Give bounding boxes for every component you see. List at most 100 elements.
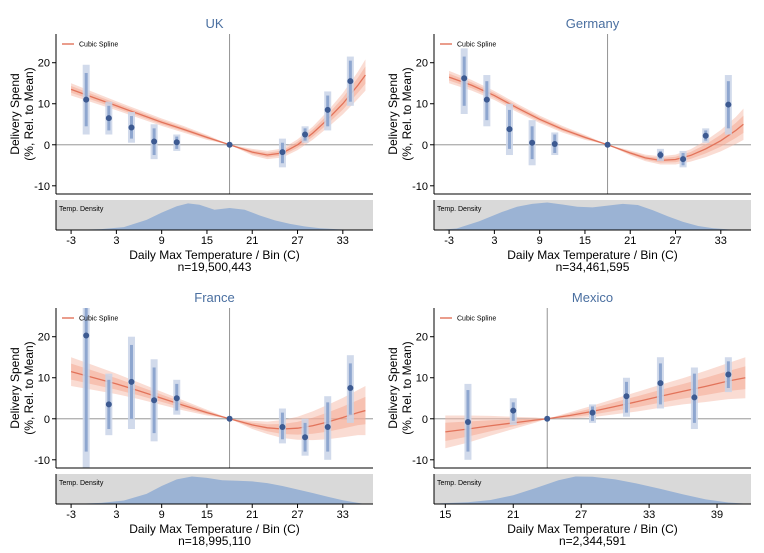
y-tick-label: 0 — [44, 414, 50, 426]
x-tick-label: 33 — [643, 509, 655, 521]
spline-band-inner — [449, 73, 744, 163]
x-tick-label: 27 — [669, 235, 681, 247]
x-tick-label: 15 — [201, 235, 213, 247]
panel-mexico: Mexico Delivery Spend (%, Rel. to Mean) -10… — [386, 290, 751, 548]
y-axis-label: Delivery Spend (%, Rel. to Mean) — [8, 341, 36, 434]
data-point — [725, 101, 732, 108]
y-tick-label: 20 — [38, 332, 50, 344]
x-tick-label: 15 — [579, 235, 591, 247]
x-axis-label: Daily Max Temperature / Bin (C) — [507, 522, 678, 536]
data-point — [83, 332, 90, 339]
x-tick-label: 33 — [337, 235, 349, 247]
data-point — [657, 152, 664, 159]
panel-uk: UK Delivery Spend (%, Rel. to Mean) -10 0 10 2… — [8, 16, 373, 274]
panel-title: UK — [205, 16, 223, 31]
legend-label: Cubic Spline — [79, 42, 118, 49]
x-tick-label: 3 — [113, 235, 119, 247]
data-point — [105, 401, 112, 408]
y-label-line2: (%, Rel. to Mean) — [400, 67, 414, 160]
sample-size-label: n=19,500,443 — [178, 260, 252, 274]
y-tick-label: 0 — [422, 140, 428, 152]
data-point — [589, 409, 596, 416]
y-label-line2: (%, Rel. to Mean) — [22, 67, 36, 160]
y-axis-label: Delivery Spend (%, Rel. to Mean) — [8, 67, 36, 160]
data-point — [279, 423, 286, 430]
data-point — [173, 395, 180, 402]
y-tick-label: -10 — [412, 455, 428, 467]
data-point — [725, 371, 732, 378]
data-point — [702, 132, 709, 139]
panel-germany: Germany Delivery Spend (%, Rel. to Mean) -1… — [386, 16, 751, 274]
y-tick-label: 20 — [416, 332, 428, 344]
spline-band-outer — [71, 357, 366, 441]
y-tick-label: -10 — [412, 181, 428, 193]
spline-band-inner — [71, 66, 366, 158]
sample-size-label: n=2,344,591 — [559, 534, 626, 548]
y-tick-label: -10 — [34, 455, 50, 467]
x-tick-label: 3 — [113, 509, 119, 521]
data-point — [680, 156, 687, 163]
data-point — [483, 96, 490, 103]
data-point — [302, 434, 309, 441]
data-point — [226, 415, 233, 422]
x-tick-label: 39 — [711, 509, 723, 521]
x-tick-label: 21 — [246, 509, 258, 521]
x-tick-label: 9 — [159, 509, 165, 521]
y-tick-label: 0 — [422, 414, 428, 426]
x-axis-label: Daily Max Temperature / Bin (C) — [507, 248, 678, 262]
spline-band-outer — [445, 357, 746, 449]
data-point — [226, 141, 233, 148]
data-point — [691, 394, 698, 401]
spline-line — [70, 74, 366, 156]
x-tick-label: 27 — [291, 509, 303, 521]
data-point — [623, 393, 630, 400]
x-tick-label: 21 — [246, 235, 258, 247]
panel-title: Mexico — [572, 290, 613, 305]
x-tick-label: 27 — [575, 509, 587, 521]
sample-size-label: n=18,995,110 — [178, 534, 251, 548]
y-tick-label: 20 — [416, 58, 428, 70]
data-point — [506, 126, 513, 133]
x-axis-label: Daily Max Temperature / Bin (C) — [129, 248, 300, 262]
x-tick-label: 21 — [507, 509, 519, 521]
y-axis-label: Delivery Spend (%, Rel. to Mean) — [386, 341, 414, 434]
x-tick-label: 3 — [491, 235, 497, 247]
y-label-line1: Delivery Spend — [8, 73, 22, 154]
x-tick-label: 33 — [337, 509, 349, 521]
data-point — [544, 415, 551, 422]
data-point — [173, 139, 180, 146]
data-point — [302, 131, 309, 138]
density-area — [437, 202, 744, 230]
spline-band-inner — [71, 363, 366, 435]
y-label-line1: Delivery Spend — [8, 347, 22, 428]
x-tick-label: -3 — [66, 509, 76, 521]
y-tick-label: 0 — [44, 140, 50, 152]
legend-label: Cubic Spline — [457, 316, 496, 323]
density-label: Temp. Density — [437, 206, 482, 213]
density-area — [59, 203, 366, 230]
x-tick-label: -3 — [444, 235, 454, 247]
x-tick-label: 21 — [624, 235, 636, 247]
spline-band-outer — [71, 59, 366, 160]
legend-label: Cubic Spline — [79, 316, 118, 323]
y-tick-label: 10 — [38, 99, 50, 111]
y-label-line1: Delivery Spend — [386, 73, 400, 154]
density-label: Temp. Density — [59, 206, 104, 213]
data-point — [551, 140, 558, 147]
x-tick-label: 9 — [537, 235, 543, 247]
data-point — [83, 96, 90, 103]
x-tick-label: 9 — [159, 235, 165, 247]
data-point — [529, 139, 536, 146]
sample-size-label: n=34,461,595 — [556, 260, 630, 274]
y-label-line2: (%, Rel. to Mean) — [22, 341, 36, 434]
y-tick-label: -10 — [34, 181, 50, 193]
y-tick-label: 20 — [38, 58, 50, 70]
density-label: Temp. Density — [59, 480, 104, 487]
data-point — [347, 78, 354, 85]
x-axis-label: Daily Max Temperature / Bin (C) — [129, 522, 300, 536]
density-label: Temp. Density — [437, 480, 482, 487]
data-point — [324, 423, 331, 430]
data-point — [347, 385, 354, 391]
panel-france: France Delivery Spend (%, Rel. to Mean) -10… — [8, 290, 373, 548]
